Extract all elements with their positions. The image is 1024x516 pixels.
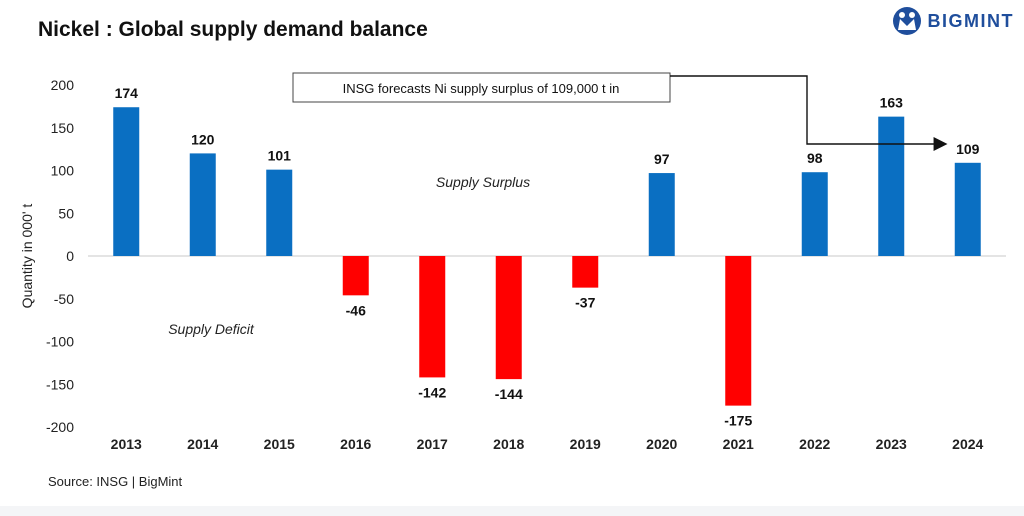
y-axis-label: Quantity in 000' t (19, 204, 35, 309)
brand-logo: BIGMINT (892, 6, 1015, 36)
callout-text: INSG forecasts Ni supply surplus of 109,… (343, 81, 620, 96)
bar-2013 (113, 107, 140, 256)
x-tick-label: 2023 (876, 436, 907, 452)
bar-2019 (572, 256, 599, 288)
data-label: -142 (418, 384, 446, 400)
y-tick-label: 200 (51, 77, 75, 93)
data-label: 174 (115, 85, 139, 101)
x-tick-label: 2019 (570, 436, 601, 452)
bar-2018 (495, 256, 522, 380)
bar-2016 (342, 256, 369, 296)
data-label: 163 (880, 95, 904, 111)
x-tick-label: 2016 (340, 436, 371, 452)
x-tick-label: 2014 (187, 436, 218, 452)
y-tick-label: -150 (46, 376, 74, 392)
x-tick-label: 2022 (799, 436, 830, 452)
supply-deficit-annotation: Supply Deficit (168, 321, 255, 337)
data-label: 120 (191, 131, 215, 147)
y-tick-label: -100 (46, 334, 74, 350)
y-tick-label: 100 (51, 163, 75, 179)
bottom-strip (0, 506, 1024, 516)
bar-2015 (266, 169, 293, 256)
y-tick-label: 50 (58, 205, 74, 221)
brand-name: BIGMINT (927, 10, 1014, 31)
y-tick-label: -50 (54, 291, 74, 307)
data-label: 97 (654, 151, 670, 167)
bar-2024 (954, 162, 981, 256)
callout-arrow (670, 75, 948, 151)
bar-2022 (801, 172, 828, 256)
data-label: 109 (956, 141, 980, 157)
x-tick-label: 2015 (264, 436, 295, 452)
bar-chart: 200 150 100 50 0 -50 -100 -150 -200 Quantity in 0… (19, 72, 1006, 452)
x-tick-label: 2021 (723, 436, 754, 452)
bar-2017 (419, 256, 446, 378)
data-label: -175 (724, 413, 752, 429)
callout-box (292, 72, 671, 103)
data-label: 101 (268, 148, 292, 164)
x-tick-label: 2020 (646, 436, 677, 452)
source-note: Source: INSG | BigMint (48, 474, 183, 489)
data-label: -37 (575, 295, 595, 311)
y-tick-label: 150 (51, 120, 75, 136)
x-tick-label: 2013 (111, 436, 142, 452)
data-label: -46 (346, 302, 366, 318)
bar-2023 (878, 116, 905, 256)
y-tick-label: 0 (66, 248, 74, 264)
data-label: -144 (495, 386, 523, 402)
x-tick-label: 2017 (417, 436, 448, 452)
bar-2020 (648, 173, 675, 256)
bar-2014 (189, 153, 216, 256)
x-tick-label: 2018 (493, 436, 524, 452)
x-tick-label: 2024 (952, 436, 983, 452)
bar-2021 (725, 256, 752, 406)
chart-title: Nickel : Global supply demand balance (38, 18, 428, 41)
y-tick-label: -200 (46, 419, 74, 435)
data-label: 98 (807, 150, 823, 166)
bigmint-logo-icon (892, 7, 921, 35)
supply-surplus-annotation: Supply Surplus (436, 174, 530, 190)
